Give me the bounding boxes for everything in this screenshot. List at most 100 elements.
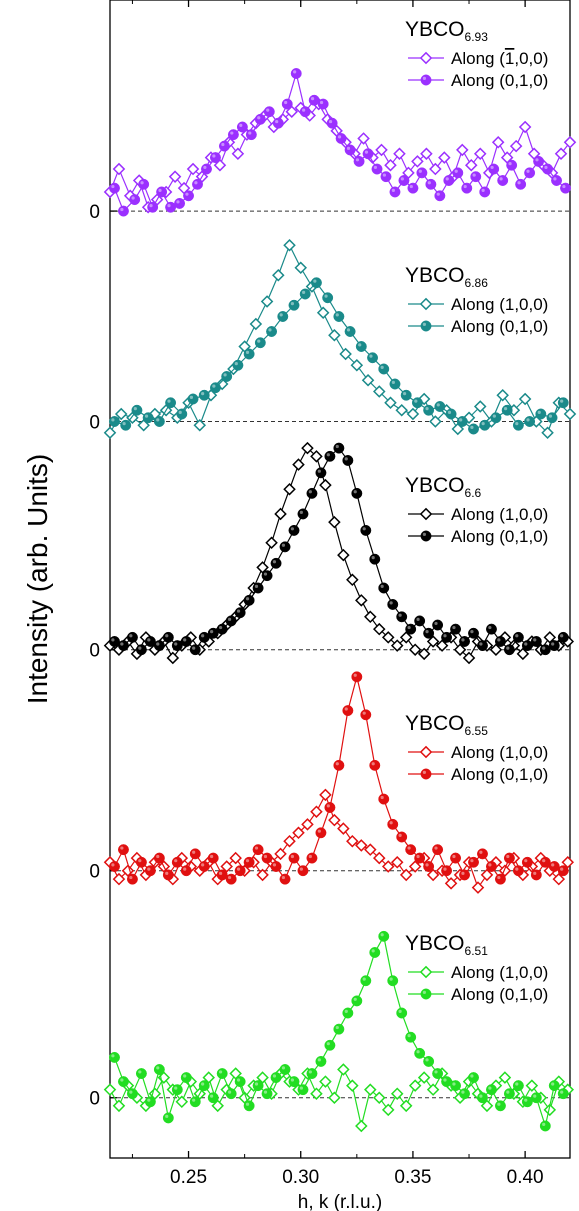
data-point <box>162 631 174 643</box>
data-point-highlight <box>391 188 395 192</box>
data-point <box>480 1099 494 1113</box>
data-point-highlight <box>335 313 339 317</box>
data-point-highlight <box>524 859 528 863</box>
data-point-highlight <box>120 642 124 646</box>
data-point <box>408 643 422 656</box>
data-point-highlight <box>236 609 241 613</box>
data-point <box>337 1063 350 1076</box>
data-point-highlight <box>308 1070 312 1074</box>
data-point-highlight <box>425 630 429 634</box>
data-point <box>398 175 410 186</box>
data-point-highlight <box>165 1114 169 1118</box>
data-point-highlight <box>299 510 303 514</box>
data-point <box>542 163 554 175</box>
data-point <box>411 155 424 168</box>
data-point <box>266 326 278 337</box>
data-point <box>426 1083 440 1096</box>
data-point-highlight <box>183 1074 187 1078</box>
data-point-highlight <box>284 100 288 105</box>
data-point-highlight <box>239 123 243 127</box>
series-line <box>114 447 564 651</box>
data-point <box>328 328 341 342</box>
data-point <box>288 852 300 864</box>
data-point <box>506 159 518 171</box>
data-point-highlight <box>308 490 312 494</box>
legend-marker <box>419 965 433 979</box>
data-point-highlight <box>223 373 227 377</box>
data-point <box>198 389 210 401</box>
data-point <box>333 759 345 771</box>
data-point-highlight <box>147 867 151 871</box>
data-point <box>355 1119 368 1133</box>
data-point-highlight <box>492 414 496 418</box>
legend: YBCO6.6 Along (1,0,0) Along (0,1,0) <box>405 474 548 546</box>
data-point-highlight <box>380 933 384 937</box>
data-point-highlight <box>120 846 124 850</box>
legend-label: Along (1,0,0) <box>451 743 548 762</box>
data-point-highlight <box>524 1098 528 1102</box>
data-point <box>189 848 201 860</box>
data-point <box>198 1080 210 1092</box>
data-point-highlight <box>472 173 476 177</box>
data-point-highlight <box>344 457 348 461</box>
data-point-highlight <box>517 181 521 185</box>
data-point-highlight <box>479 642 483 646</box>
data-point <box>489 643 503 656</box>
data-point-highlight <box>526 418 530 422</box>
data-point-highlight <box>427 181 431 185</box>
data-point <box>156 186 168 198</box>
data-point <box>144 1096 156 1108</box>
data-point <box>319 788 332 802</box>
data-point-highlight <box>185 192 189 196</box>
legend-marker-highlight <box>422 990 426 995</box>
data-point <box>333 311 345 322</box>
data-point <box>461 182 473 194</box>
data-point <box>234 607 246 619</box>
data-point <box>220 860 233 873</box>
legend-marker <box>419 51 433 65</box>
data-point-highlight <box>506 854 510 859</box>
data-point <box>450 1080 462 1092</box>
data-point <box>109 1051 120 1063</box>
legend-label: Along (0,1,0) <box>451 71 548 90</box>
data-point <box>486 861 497 872</box>
data-point <box>396 831 408 843</box>
data-point <box>165 397 177 409</box>
data-point <box>362 148 374 160</box>
data-point-highlight <box>418 169 422 173</box>
data-point <box>189 644 201 656</box>
data-point <box>364 843 377 856</box>
data-point <box>360 709 372 721</box>
legend: YBCO6.93 Along (1,0,0) Along (0,1,0) <box>405 18 548 90</box>
data-point-highlight <box>452 1082 456 1086</box>
data-point-highlight <box>218 1070 223 1074</box>
data-point <box>414 852 426 864</box>
data-point-highlight <box>147 638 151 642</box>
legend-title: YBCO6.51 <box>405 932 488 958</box>
data-point <box>524 167 536 179</box>
data-point-highlight <box>210 854 214 859</box>
data-point-highlight <box>174 642 178 646</box>
data-point <box>426 635 440 648</box>
data-point <box>546 412 558 424</box>
data-point-highlight <box>221 142 225 147</box>
data-point <box>465 158 478 172</box>
legend: YBCO6.55 Along (1,0,0) Along (0,1,0) <box>405 712 548 784</box>
data-point <box>563 136 577 149</box>
data-point-highlight <box>290 302 294 306</box>
data-point <box>521 1096 533 1108</box>
data-point <box>516 647 530 661</box>
data-point-highlight <box>479 1094 483 1098</box>
data-point <box>390 1087 404 1100</box>
data-point-highlight <box>362 977 366 981</box>
data-point <box>400 389 412 401</box>
data-point-highlight <box>201 863 205 867</box>
data-point <box>252 844 264 856</box>
legend-label: Along (1,0,0) <box>451 505 548 524</box>
data-point-highlight <box>326 804 330 808</box>
data-point-highlight <box>335 1025 339 1030</box>
data-point-highlight <box>407 846 411 850</box>
data-point-highlight <box>461 1090 465 1094</box>
data-point-highlight <box>319 100 324 105</box>
data-point-highlight <box>551 1082 555 1086</box>
